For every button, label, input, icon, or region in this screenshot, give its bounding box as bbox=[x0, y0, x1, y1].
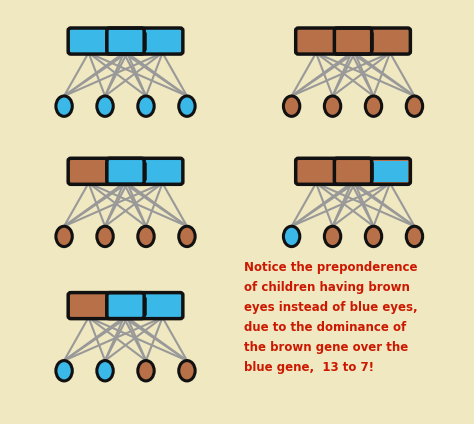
Bar bbox=[334, 31, 369, 52]
Ellipse shape bbox=[406, 96, 423, 116]
Ellipse shape bbox=[97, 360, 113, 381]
Ellipse shape bbox=[324, 226, 341, 247]
Ellipse shape bbox=[283, 226, 300, 247]
Ellipse shape bbox=[56, 360, 72, 381]
Ellipse shape bbox=[179, 226, 195, 247]
FancyBboxPatch shape bbox=[107, 158, 183, 184]
FancyBboxPatch shape bbox=[296, 28, 372, 54]
Ellipse shape bbox=[283, 96, 300, 116]
Ellipse shape bbox=[138, 96, 154, 116]
FancyBboxPatch shape bbox=[68, 158, 144, 184]
Bar bbox=[106, 295, 141, 316]
Ellipse shape bbox=[97, 226, 113, 247]
Ellipse shape bbox=[365, 96, 382, 116]
Ellipse shape bbox=[179, 96, 195, 116]
Bar bbox=[106, 161, 141, 182]
Ellipse shape bbox=[97, 96, 113, 116]
Bar bbox=[106, 31, 141, 52]
FancyBboxPatch shape bbox=[334, 28, 410, 54]
Bar bbox=[334, 161, 369, 182]
Ellipse shape bbox=[138, 226, 154, 247]
FancyBboxPatch shape bbox=[296, 158, 372, 184]
FancyBboxPatch shape bbox=[68, 293, 144, 319]
Bar bbox=[145, 161, 180, 182]
Ellipse shape bbox=[406, 226, 423, 247]
Ellipse shape bbox=[138, 360, 154, 381]
Ellipse shape bbox=[365, 226, 382, 247]
Ellipse shape bbox=[56, 226, 72, 247]
Ellipse shape bbox=[56, 96, 72, 116]
FancyBboxPatch shape bbox=[107, 28, 183, 54]
FancyBboxPatch shape bbox=[107, 293, 183, 319]
Bar bbox=[145, 295, 180, 316]
Bar bbox=[373, 31, 408, 52]
FancyBboxPatch shape bbox=[334, 158, 410, 184]
Ellipse shape bbox=[324, 96, 341, 116]
Ellipse shape bbox=[179, 360, 195, 381]
Bar bbox=[145, 31, 180, 52]
Text: Notice the preponderence
of children having brown
eyes instead of blue eyes,
due: Notice the preponderence of children hav… bbox=[244, 261, 418, 374]
Bar bbox=[373, 161, 408, 182]
FancyBboxPatch shape bbox=[68, 28, 144, 54]
